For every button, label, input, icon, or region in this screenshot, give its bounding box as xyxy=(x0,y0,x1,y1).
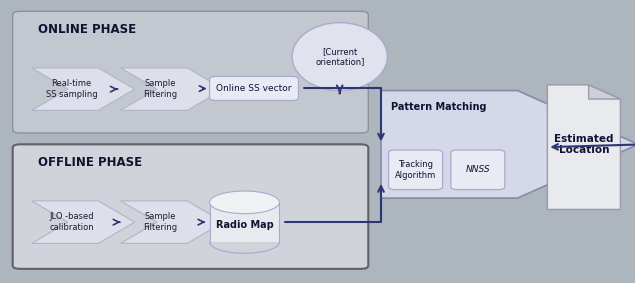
Ellipse shape xyxy=(292,23,387,91)
Polygon shape xyxy=(32,68,135,110)
Text: Tracking
Algorithm: Tracking Algorithm xyxy=(395,160,436,179)
Text: [Current
orientation]: [Current orientation] xyxy=(315,47,364,66)
Text: Sample
Filtering: Sample Filtering xyxy=(144,80,177,99)
Text: NNSS: NNSS xyxy=(465,165,490,174)
Polygon shape xyxy=(589,85,620,99)
Text: JLO -based
calibration: JLO -based calibration xyxy=(49,213,94,232)
Polygon shape xyxy=(121,201,224,243)
Polygon shape xyxy=(32,201,135,243)
Text: Real-time
SS sampling: Real-time SS sampling xyxy=(46,80,97,99)
Ellipse shape xyxy=(210,191,279,214)
Text: Pattern Matching: Pattern Matching xyxy=(391,102,486,112)
Text: Radio Map: Radio Map xyxy=(216,220,273,230)
FancyBboxPatch shape xyxy=(13,11,368,133)
FancyBboxPatch shape xyxy=(389,150,443,190)
Polygon shape xyxy=(381,91,635,198)
Text: Estimated
Location: Estimated Location xyxy=(554,134,613,155)
FancyBboxPatch shape xyxy=(451,150,505,190)
Bar xyxy=(210,202,279,242)
Polygon shape xyxy=(547,85,620,209)
Text: ONLINE PHASE: ONLINE PHASE xyxy=(38,23,137,36)
Text: Online SS vector: Online SS vector xyxy=(217,84,291,93)
FancyBboxPatch shape xyxy=(13,144,368,269)
Text: OFFLINE PHASE: OFFLINE PHASE xyxy=(38,156,142,169)
Text: Sample
Filtering: Sample Filtering xyxy=(144,213,177,232)
FancyBboxPatch shape xyxy=(210,76,298,100)
Polygon shape xyxy=(121,68,224,110)
